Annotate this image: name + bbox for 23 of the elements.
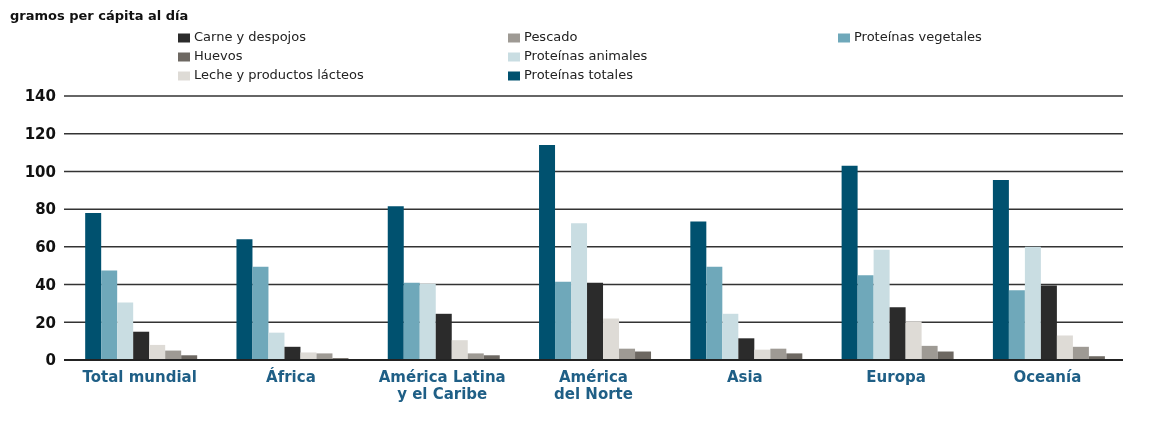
- x-tick-label: Total mundial: [82, 368, 197, 386]
- y-tick-label: 0: [45, 351, 56, 370]
- legend-label: Leche y productos lácteos: [194, 67, 364, 82]
- y-tick-label: 140: [24, 87, 56, 106]
- y-tick-label: 100: [24, 162, 56, 181]
- y-axis-title: gramos per cápita al día: [10, 8, 190, 23]
- legend-label: Pescado: [524, 29, 578, 44]
- y-tick-label: 40: [35, 275, 56, 294]
- y-tick-label: 120: [24, 125, 56, 144]
- x-tick-label: Europa: [866, 368, 926, 386]
- y-tick-label: 20: [35, 313, 56, 332]
- y-tick-label: 60: [35, 238, 56, 257]
- x-tick-label: América del Norte: [554, 368, 633, 403]
- legend-label: Proteínas animales: [524, 48, 648, 63]
- legend-label: Proteínas vegetales: [854, 29, 982, 44]
- x-tick-label: África: [266, 367, 316, 386]
- y-tick-label: 80: [35, 200, 56, 219]
- x-tick-label: América Latina y el Caribe: [378, 368, 506, 403]
- x-tick-label: Asia: [726, 368, 763, 386]
- legend-label: Carne y despojos: [194, 29, 306, 44]
- legend-label: Huevos: [194, 48, 243, 63]
- legend-label: Proteínas totales: [524, 67, 633, 82]
- x-tick-label: Oceanía: [1013, 368, 1082, 386]
